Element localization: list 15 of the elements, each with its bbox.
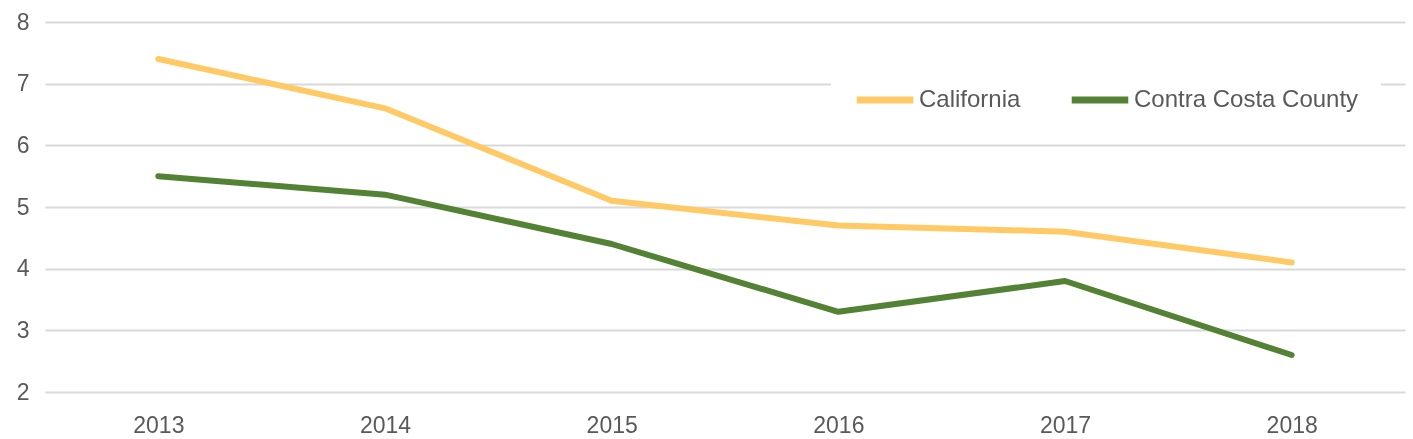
y-tick-label: 2	[16, 378, 30, 405]
x-tick-label: 2015	[586, 411, 638, 438]
x-tick-label: 2014	[359, 411, 412, 438]
y-tick-label: 3	[16, 316, 30, 343]
x-tick-label: 2013	[133, 411, 185, 438]
y-tick-label: 8	[16, 8, 30, 35]
x-tick-label: 2017	[1039, 411, 1092, 438]
x-tick-label: 2016	[813, 411, 865, 438]
x-tick-label: 2018	[1266, 411, 1318, 438]
y-tick-label: 4	[16, 255, 30, 282]
y-tick-label: 6	[16, 131, 30, 158]
y-tick-label: 5	[16, 193, 30, 220]
legend-label: California	[919, 85, 1022, 112]
legend-label: Contra Costa County	[1134, 85, 1359, 112]
y-tick-label: 7	[16, 70, 30, 97]
